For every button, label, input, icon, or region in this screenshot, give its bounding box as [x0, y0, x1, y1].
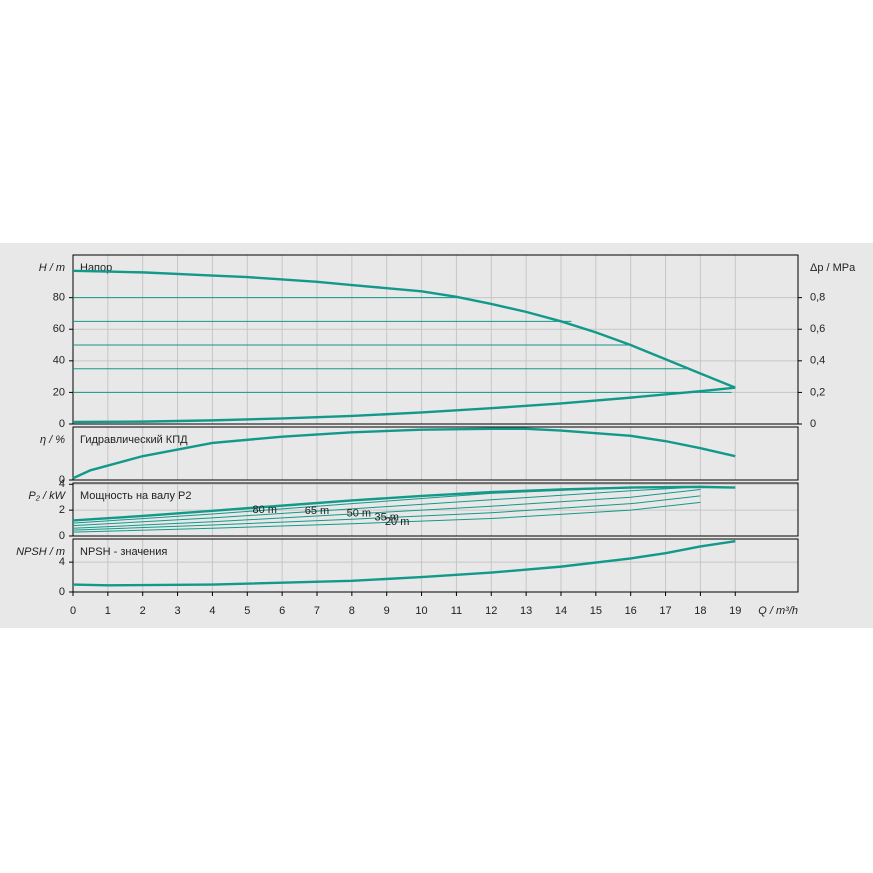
x-tick-label: 6: [279, 605, 285, 617]
x-axis-label: Q / m³/h: [758, 605, 798, 617]
y-tick-label: 60: [53, 323, 65, 335]
series-label: 80 m: [252, 504, 276, 516]
y2-tick-label: 0,8: [810, 292, 825, 304]
y2-axis-label: Δp / MPa: [810, 262, 856, 274]
series-label: 65 m: [305, 505, 329, 517]
y-axis-label: NPSH / m: [16, 546, 65, 558]
panel-title: Гидравлический КПД: [80, 434, 188, 446]
panel-title: NPSH - значения: [80, 546, 167, 558]
x-tick-label: 0: [70, 605, 76, 617]
x-tick-label: 10: [415, 605, 427, 617]
y-tick-label: 2: [59, 504, 65, 516]
x-tick-label: 18: [694, 605, 706, 617]
background: [0, 243, 873, 628]
x-tick-label: 7: [314, 605, 320, 617]
y-tick-label: 0: [59, 586, 65, 598]
x-tick-label: 15: [590, 605, 602, 617]
x-tick-label: 11: [451, 605, 462, 617]
y-tick-label: 4: [59, 478, 65, 490]
series-line: [72, 486, 701, 527]
y-tick-label: 0: [59, 418, 65, 430]
x-tick-label: 14: [555, 605, 567, 617]
plot-frame: [72, 254, 799, 425]
series-line: [72, 269, 736, 389]
y-tick-label: 20: [53, 386, 65, 398]
y2-tick-label: 0,2: [810, 386, 825, 398]
x-tick-label: 17: [659, 605, 671, 617]
y-axis-label: η / %: [40, 434, 65, 446]
y-axis-label: P₂ / kW: [28, 490, 66, 502]
y-axis-label: H / m: [39, 262, 65, 274]
series-label: 20 m: [385, 516, 409, 528]
y2-tick-label: 0,4: [810, 355, 825, 367]
y-tick-label: 0: [59, 474, 65, 486]
series-line: [72, 540, 736, 587]
series-line: [72, 386, 736, 424]
series-line: [72, 488, 701, 529]
y-tick-label: 80: [53, 292, 65, 304]
plot-frame: [72, 482, 799, 537]
x-tick-label: 13: [520, 605, 532, 617]
series-line: [72, 495, 701, 531]
panel-title: Мощность на валу P2: [80, 490, 192, 502]
x-tick-label: 2: [140, 605, 146, 617]
x-tick-label: 1: [105, 605, 111, 617]
y-tick-label: 0: [59, 530, 65, 542]
y2-tick-label: 0,6: [810, 323, 825, 335]
x-tick-label: 9: [384, 605, 390, 617]
plot-frame: [72, 538, 799, 593]
x-tick-label: 19: [729, 605, 741, 617]
series-label: 35 m: [374, 511, 398, 523]
x-tick-label: 16: [625, 605, 637, 617]
y-tick-label: 40: [53, 355, 65, 367]
series-line: [72, 486, 701, 524]
x-tick-label: 5: [244, 605, 250, 617]
series-line: [72, 501, 701, 533]
x-tick-label: 4: [209, 605, 215, 617]
plot-frame: [72, 426, 799, 481]
y2-tick-label: 0: [810, 418, 816, 430]
x-tick-label: 12: [485, 605, 497, 617]
series-label: 50 m: [347, 508, 371, 520]
y-tick-label: 4: [59, 556, 65, 568]
x-tick-label: 3: [175, 605, 181, 617]
series-line: [72, 427, 736, 480]
x-tick-label: 8: [349, 605, 355, 617]
